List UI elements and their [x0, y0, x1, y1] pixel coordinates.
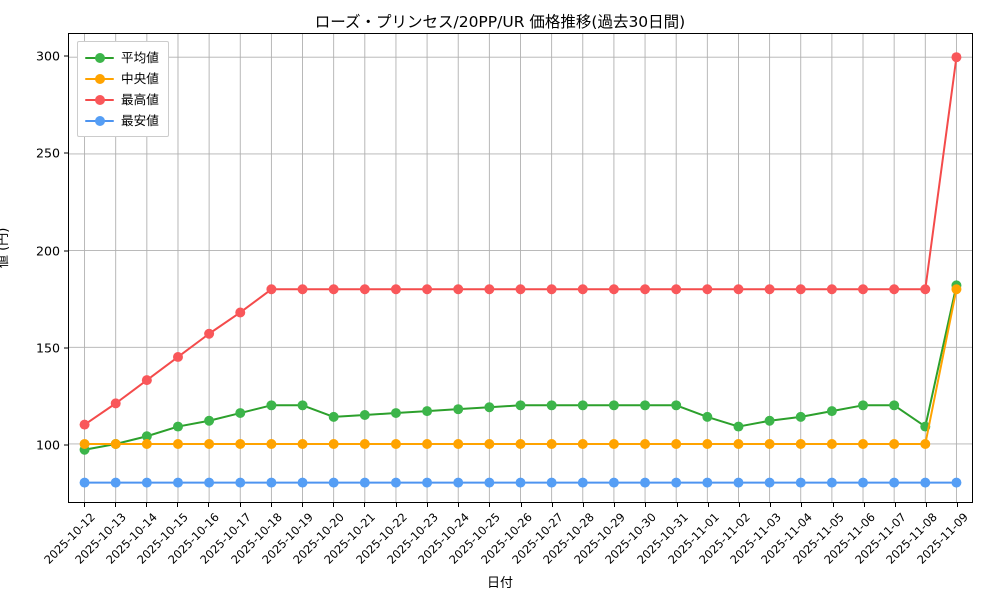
legend-label: 中央値 [121, 70, 159, 86]
legend-label: 平均値 [121, 49, 159, 65]
legend-label: 最安値 [121, 112, 159, 128]
y-tick-mark [64, 55, 68, 57]
x-axis-label: 日付 [486, 576, 513, 591]
legend-marker-icon [85, 93, 114, 107]
series-3 [79, 52, 962, 430]
x-tick-mark [863, 503, 865, 507]
y-tick-label: 200 [35, 243, 60, 259]
y-tick-mark [64, 250, 68, 252]
x-tick-mark [770, 503, 772, 507]
x-tick-mark [333, 503, 335, 507]
y-tick-mark [64, 152, 68, 154]
x-tick-mark [957, 503, 959, 507]
x-tick-mark [582, 503, 584, 507]
x-tick-mark [645, 503, 647, 507]
grid-lines [69, 34, 972, 502]
legend-marker-icon [85, 51, 114, 65]
series-4 [79, 477, 962, 488]
y-tick-label: 150 [35, 340, 60, 356]
x-tick-mark [676, 503, 678, 507]
x-tick-mark [83, 503, 85, 507]
y-tick-label: 100 [35, 437, 60, 453]
x-tick-mark [239, 503, 241, 507]
legend-item-3[interactable]: 最高値 [85, 89, 159, 110]
legend-item-2[interactable]: 中央値 [85, 68, 159, 89]
plot-area [68, 33, 973, 503]
series-2 [79, 284, 962, 449]
x-tick-mark [395, 503, 397, 507]
x-tick-mark [208, 503, 210, 507]
x-tick-mark [270, 503, 272, 507]
y-tick-mark [64, 347, 68, 349]
x-tick-mark [489, 503, 491, 507]
chart-title: ローズ・プリンセス/20PP/UR 価格推移(過去30日間) [314, 13, 686, 31]
legend-marker-icon [85, 114, 114, 128]
x-tick-mark [302, 503, 304, 507]
x-tick-mark [177, 503, 179, 507]
y-tick-label: 300 [35, 48, 60, 64]
x-tick-mark [114, 503, 116, 507]
x-tick-mark [801, 503, 803, 507]
x-tick-mark [364, 503, 366, 507]
legend-marker-icon [85, 72, 114, 86]
x-tick-mark [426, 503, 428, 507]
legend-item-1[interactable]: 平均値 [85, 47, 159, 68]
x-tick-mark [738, 503, 740, 507]
x-tick-mark [926, 503, 928, 507]
legend-item-4[interactable]: 最安値 [85, 110, 159, 131]
legend-label: 最高値 [121, 91, 159, 107]
x-tick-mark [832, 503, 834, 507]
y-tick-label: 250 [35, 145, 60, 161]
x-tick-mark [520, 503, 522, 507]
chart-legend: 平均値中央値最高値最安値 [77, 41, 169, 137]
plot-svg [69, 34, 972, 502]
x-tick-mark [614, 503, 616, 507]
x-tick-mark [458, 503, 460, 507]
x-tick-mark [707, 503, 709, 507]
x-tick-mark [146, 503, 148, 507]
y-tick-mark [64, 444, 68, 446]
y-axis-label: 値 (円) [0, 227, 11, 268]
x-tick-mark [551, 503, 553, 507]
x-tick-mark [894, 503, 896, 507]
